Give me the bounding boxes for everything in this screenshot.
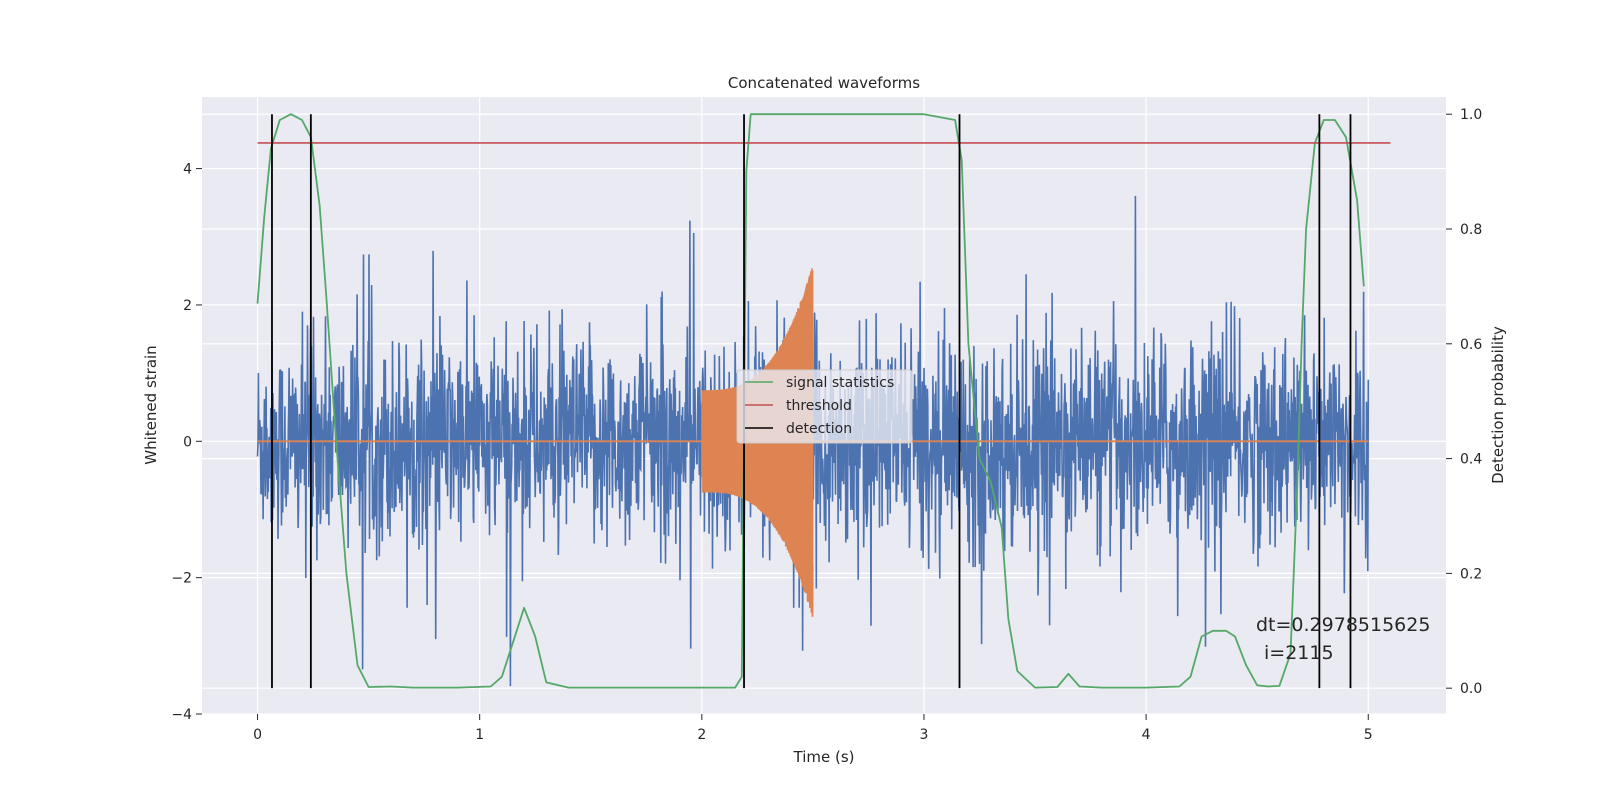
signal-statistics-series [256,113,1365,689]
y-right-tick-label: 0.6 [1460,337,1482,353]
injected-signal-series [701,268,814,617]
x-tick-label: 1 [475,727,484,743]
y-right-tick-label: 0.4 [1460,452,1482,468]
chart-title: Concatenated waveforms [728,74,920,92]
x-tick-label: 4 [1142,727,1151,743]
legend: signal statistics threshold detection [736,369,913,444]
y-tick-label: 0 [183,434,192,450]
y-axis-right-label: Detection probability [1489,326,1507,484]
y-axis-label: Whitened strain [142,345,160,464]
y-tick-label: 4 [183,162,192,178]
y-tick-label: −4 [171,707,192,723]
y-tick-label: 2 [183,298,192,314]
legend-label-signal-statistics: signal statistics [786,375,894,391]
x-tick-label: 5 [1364,727,1373,743]
annotation-dt: dt=0.2978515625 [1256,614,1430,636]
y-right-tick-label: 0.8 [1460,222,1482,238]
legend-box [736,369,913,444]
ticks-layer: 0 1 2 3 4 5 −4 −2 0 2 4 0.0 0.2 0.4 0.6 0.8 1.0 [171,107,1482,743]
legend-label-detection: detection [786,421,852,437]
y-right-tick-label: 1.0 [1460,107,1482,123]
y-tick-label: −2 [171,571,192,587]
x-axis-label: Time (s) [793,748,855,766]
legend-label-threshold: threshold [786,398,852,414]
annotation-i: i=2115 [1264,642,1334,664]
x-tick-label: 2 [697,727,706,743]
x-tick-label: 3 [920,727,929,743]
series-layer [256,113,1391,689]
y-right-tick-label: 0.2 [1460,566,1482,582]
x-tick-label: 0 [253,727,262,743]
y-right-tick-label: 0.0 [1460,681,1482,697]
